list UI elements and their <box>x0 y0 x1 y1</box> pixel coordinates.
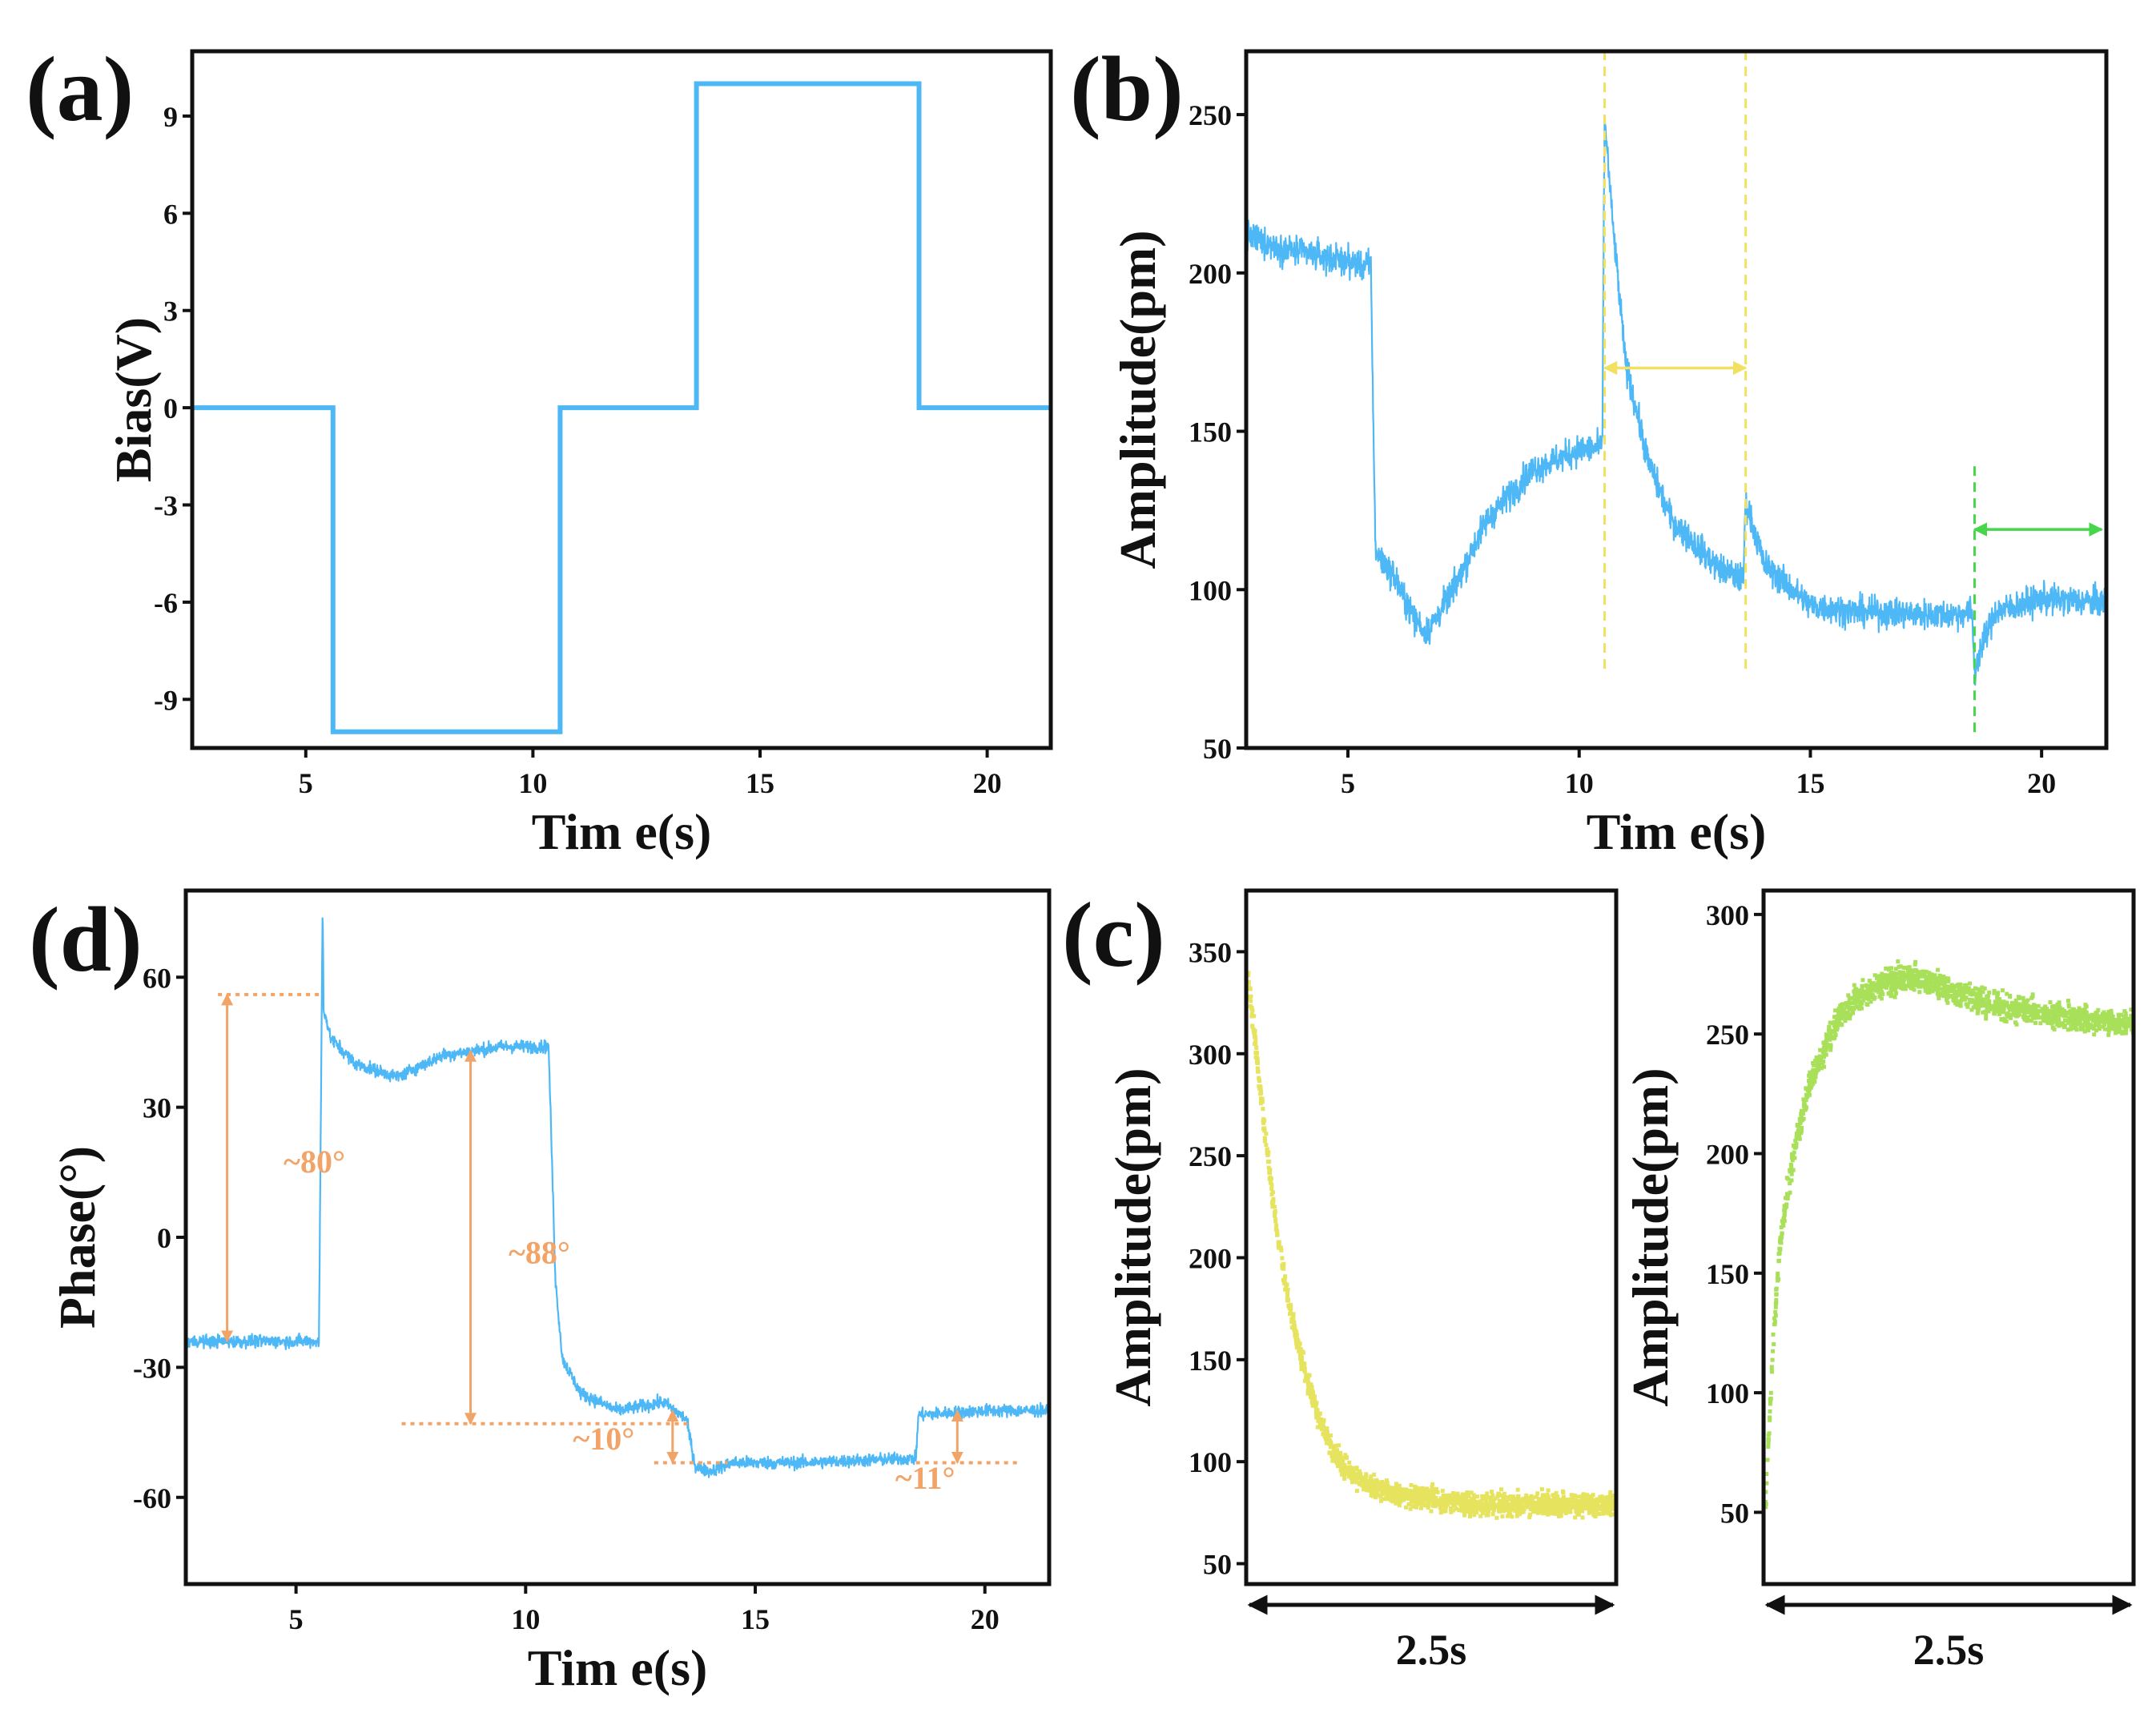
y-tick-label: 250 <box>1189 99 1232 131</box>
time-scale-label: 2.5s <box>1913 1626 1985 1674</box>
chart-c2: 300 250 200 150 100 50 2.5s Amplitude(pm) <box>1622 888 2136 1674</box>
chart-a: 9 6 3 0 -3 -6 -9 5 10 15 20 Tim e(s) Bias(V) (a) <box>26 38 1053 860</box>
y-tick-label: 6 <box>163 198 178 230</box>
y-tick-label: 60 <box>143 962 171 994</box>
x-tick-label: 5 <box>289 1603 304 1635</box>
y-tick-label: 250 <box>1189 1140 1232 1172</box>
x-tick-label: 15 <box>741 1603 770 1635</box>
series-line <box>186 917 1049 1478</box>
x-axis-title: Tim e(s) <box>1587 803 1767 860</box>
y-tick-label: 150 <box>1706 1258 1749 1290</box>
x-tick-label: 10 <box>1565 767 1594 799</box>
x-tick-label: 10 <box>511 1603 540 1635</box>
y-tick-label: 100 <box>1189 574 1232 606</box>
series-line <box>1246 116 2106 686</box>
y-axis-title: Bias(V) <box>105 317 162 482</box>
x-axis-title: Tim e(s) <box>532 803 712 860</box>
plot-frame <box>190 49 1053 750</box>
plot-frame <box>1244 49 2109 750</box>
y-axis-title: Amplitude(pm) <box>1104 1068 1161 1406</box>
y-axis-title: Amplitude(pm) <box>1109 230 1166 569</box>
y-tick-label: 50 <box>1720 1497 1749 1529</box>
y-tick-label: 300 <box>1706 899 1749 931</box>
panel-label: (d) <box>29 889 143 991</box>
y-axis-title: Amplitude(pm) <box>1622 1068 1679 1406</box>
x-tick-label: 15 <box>746 767 774 799</box>
panel-label: (a) <box>26 38 134 141</box>
y-tick-label: -3 <box>154 490 178 522</box>
y-tick-label: 0 <box>157 1222 171 1254</box>
y-tick-label: 200 <box>1189 258 1232 290</box>
series-line <box>192 81 1051 734</box>
annotation-label: ~10° <box>573 1421 634 1457</box>
y-tick-label: 150 <box>1189 1345 1232 1377</box>
x-tick-label: 20 <box>971 1603 1000 1635</box>
y-tick-label: -9 <box>154 684 178 716</box>
y-tick-label: 350 <box>1189 936 1232 968</box>
y-tick-label: 300 <box>1189 1039 1232 1071</box>
annotation-label: ~11° <box>895 1460 955 1496</box>
x-tick-label: 5 <box>1341 767 1355 799</box>
panel-label: (c) <box>1062 884 1165 987</box>
y-tick-label: 50 <box>1203 733 1232 765</box>
x-tick-label: 15 <box>1796 767 1824 799</box>
y-tick-label: -60 <box>133 1482 171 1514</box>
y-tick-label: 150 <box>1189 416 1232 448</box>
y-tick-label: 3 <box>163 296 178 328</box>
plot-frame <box>1761 888 2136 1586</box>
chart-d: ~80° ~88° ~10° ~11° 60 30 0 -30 -60 5 10 15 20 Tim e(… <box>29 888 1052 1696</box>
y-tick-label: 50 <box>1203 1549 1232 1581</box>
chart-c1: 350 300 250 200 150 100 50 2.5s Amplitude(pm) (c) <box>1062 884 1619 1674</box>
chart-b: 250 200 150 100 50 5 10 15 20 Tim e(s) Amplitude(p… <box>1070 38 2109 860</box>
y-tick-label: 0 <box>163 392 178 424</box>
scatter-points <box>1764 959 2134 1510</box>
x-tick-label: 20 <box>973 767 1002 799</box>
y-tick-label: -30 <box>133 1352 171 1384</box>
annotation-label: ~80° <box>284 1144 345 1180</box>
y-tick-label: 250 <box>1706 1019 1749 1051</box>
x-tick-label: 5 <box>299 767 313 799</box>
plot-frame <box>1244 888 1619 1586</box>
x-tick-label: 20 <box>2027 767 2056 799</box>
y-tick-label: 200 <box>1706 1138 1749 1170</box>
annotation-label: ~88° <box>509 1234 570 1270</box>
y-tick-label: 200 <box>1189 1242 1232 1274</box>
panel-label: (b) <box>1070 38 1184 141</box>
y-axis-title: Phase(°) <box>49 1146 106 1329</box>
scatter-points <box>1246 971 1616 1520</box>
x-tick-label: 10 <box>518 767 547 799</box>
time-scale-label: 2.5s <box>1396 1626 1467 1674</box>
y-tick-label: 9 <box>163 101 178 133</box>
x-axis-title: Tim e(s) <box>528 1639 708 1696</box>
y-tick-label: 100 <box>1189 1446 1232 1478</box>
y-tick-label: 100 <box>1706 1377 1749 1409</box>
y-tick-label: -6 <box>154 587 178 619</box>
y-tick-label: 30 <box>143 1092 171 1124</box>
